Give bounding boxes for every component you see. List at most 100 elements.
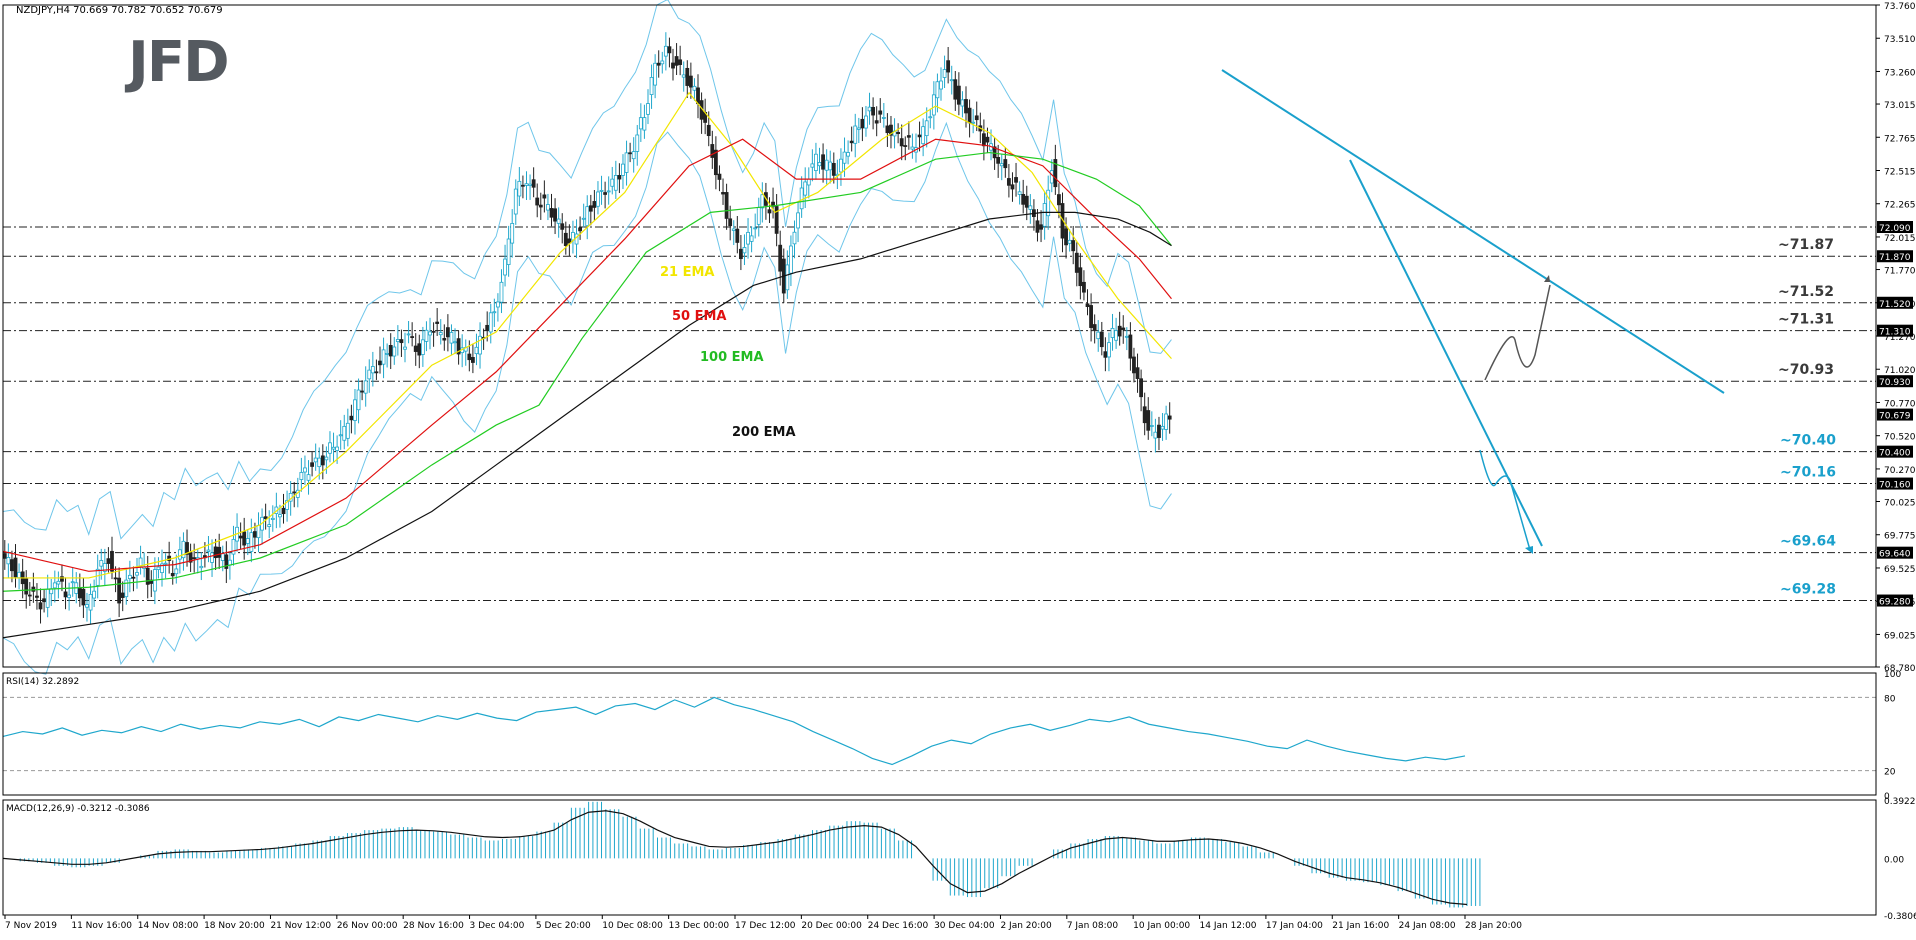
candle-body [917, 134, 922, 138]
price-tick-label: 73.760 [1884, 2, 1916, 12]
candle-body [678, 59, 683, 65]
candle-body [1014, 177, 1018, 183]
upper-band [2, 0, 1172, 540]
candle-body [706, 124, 711, 137]
macd-signal-line [2, 810, 1468, 906]
candle-body [1046, 189, 1051, 217]
level-tag: 69.640 [1879, 550, 1911, 560]
candle-body [578, 227, 582, 232]
candle-body [939, 80, 943, 90]
candle-body [624, 152, 629, 173]
candle-body [663, 45, 668, 57]
candle-body [735, 228, 740, 243]
candle-body [1135, 367, 1140, 379]
candle-body [831, 162, 836, 176]
candle-body [470, 357, 475, 363]
candle-body [349, 415, 354, 421]
candle-body [828, 161, 833, 171]
candle-body [1006, 178, 1011, 186]
candle-body [199, 565, 204, 569]
price-tick-label: 69.525 [1884, 565, 1916, 575]
x-tick-label: 20 Dec 00:00 [801, 921, 862, 931]
candle-body [313, 457, 318, 463]
level-annotation: ~70.93 [1778, 362, 1834, 378]
candle-body [413, 345, 418, 352]
candle-body [688, 75, 693, 88]
candle-body [467, 353, 472, 361]
candle-body [810, 163, 815, 168]
candle-body [717, 173, 722, 180]
candle-body [338, 434, 343, 437]
candle-body [588, 205, 593, 212]
candle-body [263, 516, 268, 520]
price-tick-label: 70.270 [1884, 466, 1916, 476]
candle-body [1092, 324, 1097, 331]
candle-body [131, 576, 136, 579]
candle-body [253, 531, 257, 538]
x-tick-label: 7 Nov 2019 [5, 921, 57, 931]
candle-body [488, 312, 493, 333]
level-annotation: ~71.87 [1778, 237, 1834, 253]
level-annotation: ~70.40 [1780, 433, 1836, 449]
candle-body [724, 192, 729, 219]
price-tick-label: 73.015 [1884, 101, 1916, 111]
candle-body [567, 238, 572, 244]
candle-body [649, 77, 654, 95]
candle-body [156, 566, 161, 570]
candle-body [395, 339, 400, 342]
candle-body [317, 457, 322, 468]
level-tag-bg [1877, 546, 1913, 559]
candle-body [760, 194, 765, 209]
candle-body [1035, 220, 1040, 233]
candle-body [438, 332, 443, 336]
candle-body [1128, 334, 1133, 359]
price-tick-label: 70.520 [1884, 433, 1916, 443]
level-tag-bg [1877, 250, 1913, 263]
x-tick-label: 21 Jan 16:00 [1332, 921, 1389, 931]
candle-body [6, 557, 11, 565]
candle-body [63, 591, 68, 598]
x-tick-label: 5 Dec 20:00 [536, 921, 591, 931]
candle-body [1149, 425, 1154, 427]
x-tick-label: 28 Jan 20:00 [1465, 921, 1522, 931]
candle-body [531, 179, 536, 188]
rsi-tick-label: 0 [1884, 792, 1890, 802]
rsi-title: RSI(14) 32.2892 [6, 677, 79, 687]
price-tick-label: 73.260 [1884, 68, 1916, 78]
candle-body [1142, 406, 1147, 424]
candle-body [1132, 356, 1136, 374]
x-tick-label: 7 Jan 08:00 [1067, 921, 1119, 931]
candle-body [581, 217, 586, 220]
candle-body [778, 244, 783, 272]
candle-body [220, 553, 225, 561]
candle-body [328, 442, 332, 454]
candle-body [52, 582, 57, 589]
candle-body [796, 212, 800, 229]
candle-body [170, 572, 175, 577]
candle-body [806, 178, 811, 186]
candle-body [1121, 327, 1126, 330]
candle-body [138, 557, 143, 567]
candle-body [185, 542, 189, 555]
x-tick-label: 3 Dec 04:00 [470, 921, 525, 931]
candle-body [885, 125, 890, 134]
x-tick-label: 2 Jan 20:00 [1000, 921, 1052, 931]
candle-body [596, 191, 600, 207]
level-tag: 71.870 [1879, 253, 1911, 263]
candle-body [1099, 331, 1104, 348]
candle-body [381, 349, 386, 365]
level-tag: 71.520 [1879, 300, 1911, 310]
candle-body [638, 117, 643, 130]
level-tag-bg [1877, 445, 1913, 458]
candle-body [456, 338, 461, 355]
candle-body [503, 258, 507, 276]
candle-body [217, 546, 222, 558]
candle-body [206, 549, 211, 552]
candle-body [817, 162, 822, 167]
candle-body [728, 218, 733, 227]
candle-body [517, 180, 522, 197]
candle-body [553, 208, 557, 222]
candle-body [278, 514, 282, 518]
candle-body [320, 455, 325, 466]
